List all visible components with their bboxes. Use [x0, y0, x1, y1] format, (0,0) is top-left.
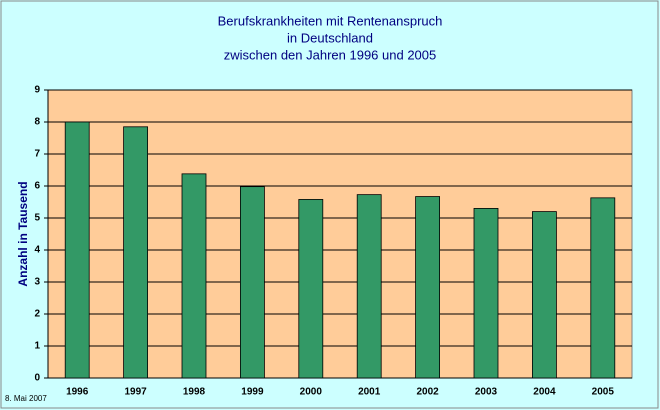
bar — [590, 197, 616, 379]
y-tick-label: 1 — [34, 341, 40, 352]
y-tick-label: 6 — [34, 181, 40, 192]
y-tick-label: 8 — [34, 117, 40, 128]
x-tick-label: 1996 — [66, 387, 89, 398]
chart-title: Berufskrankheiten mit Rentenanspruch — [218, 13, 443, 28]
x-tick-label: 2004 — [533, 387, 556, 398]
x-tick-label: 2001 — [358, 387, 381, 398]
x-tick-label: 2003 — [475, 387, 498, 398]
y-tick-label: 2 — [34, 309, 40, 320]
bar — [123, 126, 148, 379]
bar — [298, 199, 324, 379]
bar — [64, 121, 90, 379]
chart-title: in Deutschland — [287, 30, 373, 45]
y-tick-label: 9 — [34, 85, 40, 96]
bar — [181, 173, 207, 379]
chart-title: zwischen den Jahren 1996 und 2005 — [224, 47, 437, 62]
x-tick-label: 1998 — [183, 387, 206, 398]
x-tick-label: 1997 — [124, 387, 147, 398]
y-tick-label: 4 — [34, 245, 40, 256]
y-tick-label: 0 — [34, 373, 40, 384]
x-tick-label: 1999 — [241, 387, 264, 398]
bar — [473, 207, 499, 379]
y-axis-label: Anzahl in Tausend — [16, 181, 30, 286]
y-tick-label: 5 — [34, 213, 40, 224]
y-tick-label: 3 — [34, 277, 40, 288]
x-tick-label: 2000 — [300, 387, 323, 398]
x-tick-label: 2002 — [416, 387, 439, 398]
bar — [415, 196, 441, 379]
bar — [239, 186, 265, 379]
bar — [532, 211, 557, 379]
y-tick-label: 7 — [34, 149, 40, 160]
bar — [356, 194, 382, 379]
footnote: 8. Mai 2007 — [5, 394, 47, 403]
x-tick-label: 2005 — [592, 387, 615, 398]
